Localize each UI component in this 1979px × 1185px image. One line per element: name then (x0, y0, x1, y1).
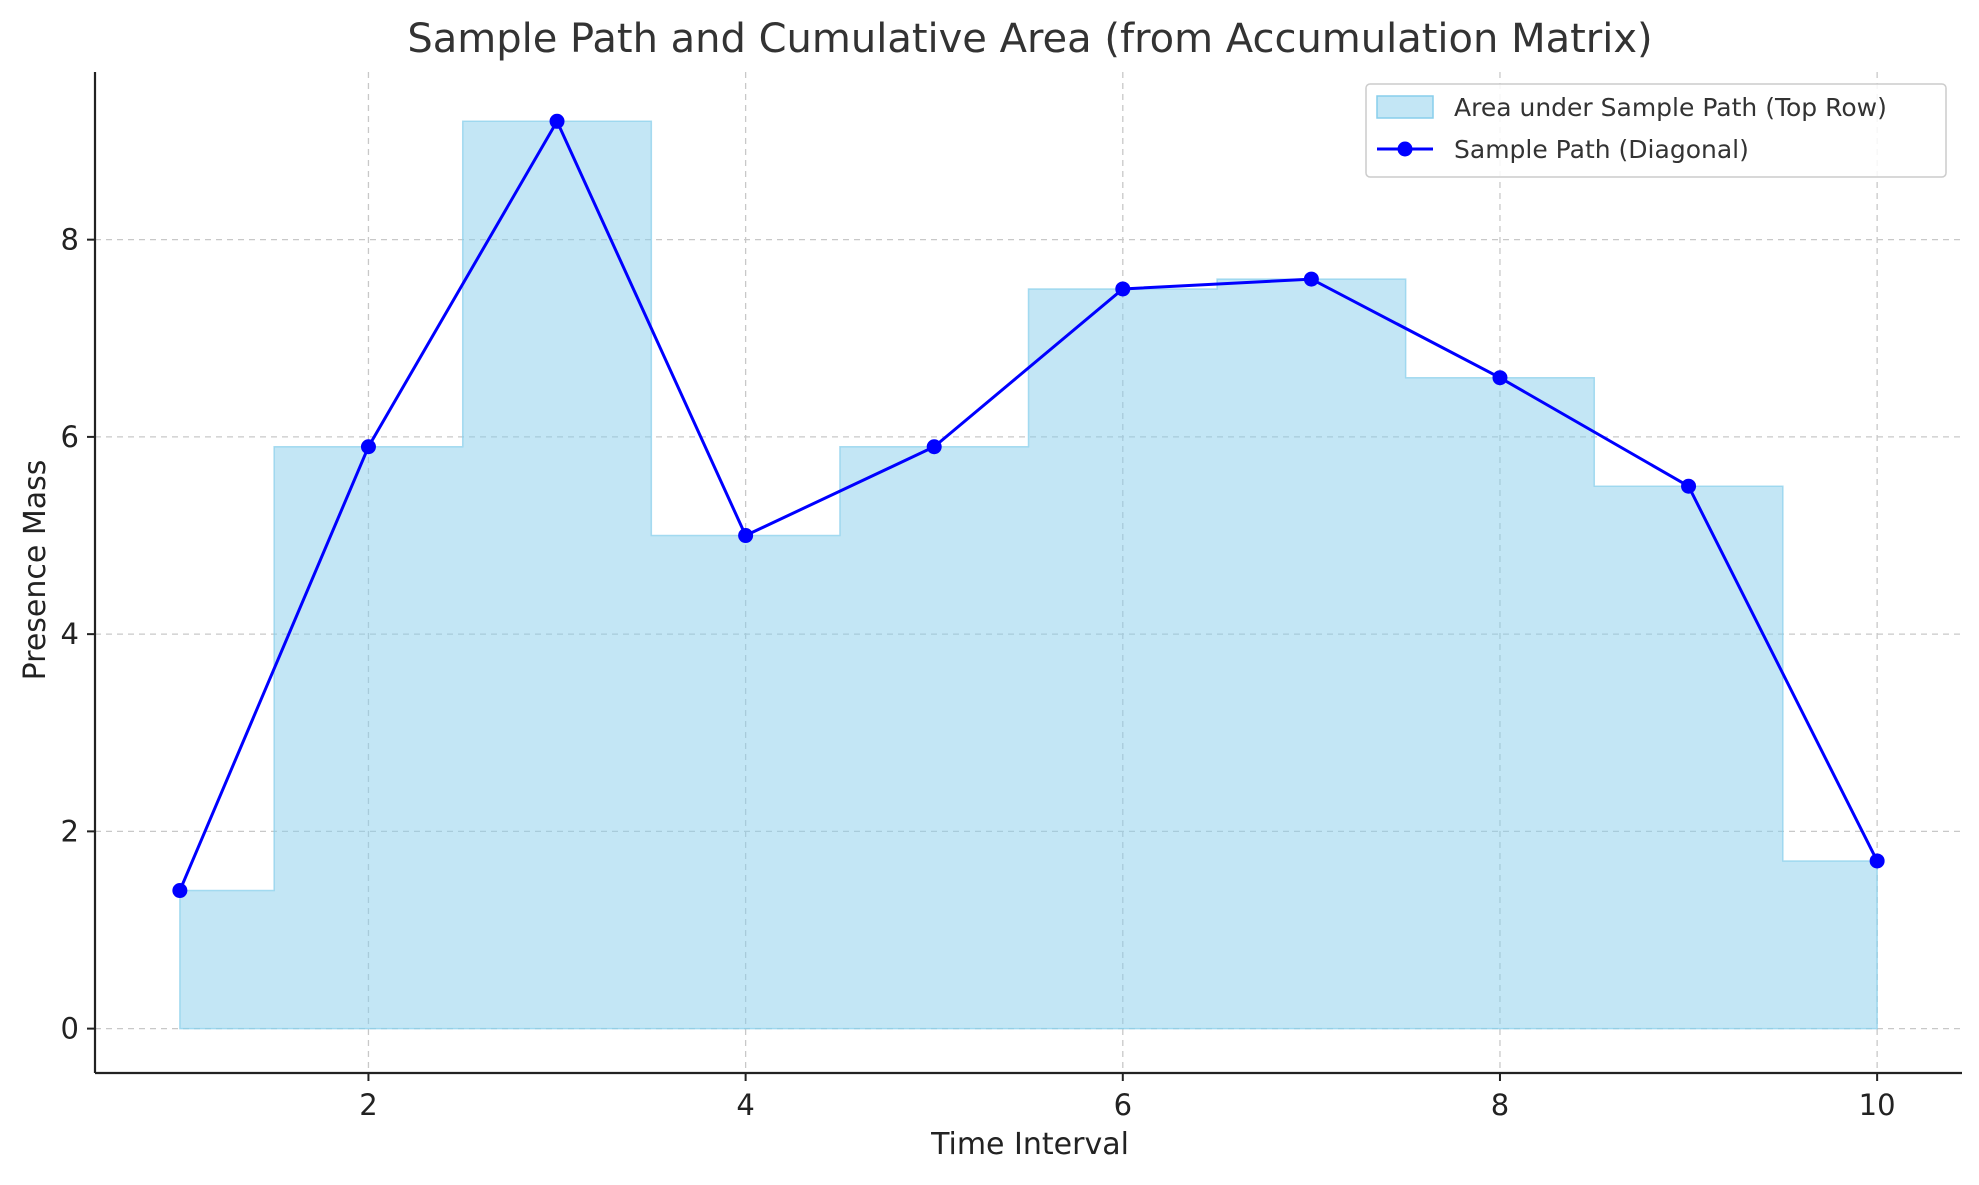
chart-legend: Area under Sample Path (Top Row) Sample … (1365, 83, 1947, 178)
y-tick-label: 8 (61, 223, 79, 257)
x-tick-label: 6 (1114, 1088, 1132, 1122)
sample-path-point (1681, 478, 1697, 494)
sample-path-point (1115, 281, 1131, 297)
sample-path-line (178, 118, 1879, 892)
sample-path-point (926, 439, 942, 455)
x-axis-label: Time Interval (930, 1127, 1129, 1162)
area-step-fill (179, 120, 1878, 1030)
y-tick-label: 0 (61, 1012, 79, 1046)
sample-path-point (1303, 271, 1319, 287)
x-tick-label: 4 (736, 1088, 754, 1122)
axes-layer: 2 4 6 8 10 0 2 4 6 8 (61, 72, 1962, 1122)
y-axis-label: Presence Mass (18, 460, 53, 681)
y-tick-label: 6 (61, 420, 79, 454)
sample-path-point (738, 528, 754, 544)
y-tick-label: 2 (61, 814, 79, 848)
legend-box (1365, 83, 1947, 178)
x-tick-label: 2 (359, 1088, 377, 1122)
sample-path-point (172, 883, 188, 899)
sample-path-point (1492, 370, 1508, 386)
line-layer (172, 113, 1885, 899)
chart-title: Sample Path and Cumulative Area (from Ac… (407, 16, 1652, 62)
y-tick-label: 4 (61, 617, 79, 651)
sample-path-point (1869, 853, 1885, 869)
legend-line-marker (1397, 141, 1413, 157)
x-tick-label: 8 (1491, 1088, 1509, 1122)
legend-line-label: Sample Path (Diagonal) (1454, 135, 1749, 164)
x-tick-label: 10 (1859, 1088, 1896, 1122)
sample-path-point (360, 439, 376, 455)
legend-area-label: Area under Sample Path (Top Row) (1454, 93, 1887, 122)
sample-path-point (549, 113, 565, 129)
legend-area-swatch (1376, 95, 1434, 119)
area-layer (179, 120, 1878, 1030)
